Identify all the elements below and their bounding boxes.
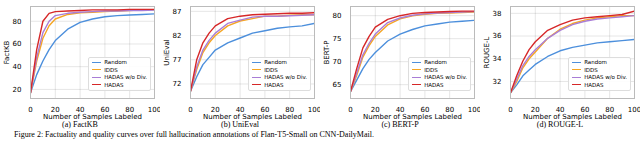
svg-text:80: 80	[445, 106, 455, 115]
svg-text:20: 20	[370, 106, 380, 115]
html-text:IDDS: IDDS	[104, 66, 118, 73]
html-text:IDDS: IDDS	[584, 66, 598, 73]
html-text:Random: Random	[104, 59, 127, 65]
html-text:Figure 2: Factuality and quali: Figure 2: Factuality and quality curves …	[14, 130, 374, 139]
svg-text:0: 0	[348, 106, 352, 114]
svg-text:80: 80	[333, 12, 342, 20]
svg-text:40: 40	[13, 63, 22, 71]
svg-text:100: 100	[628, 106, 640, 114]
svg-text:80: 80	[13, 18, 22, 26]
svg-text:40: 40	[75, 106, 85, 115]
html-text:(d) ROUGE-L: (d) ROUGE-L	[536, 120, 584, 129]
svg-text:Number of Samples Labeled: Number of Samples Labeled	[43, 113, 142, 121]
html-text:HADAS: HADAS	[264, 81, 284, 88]
svg-text:20: 20	[50, 106, 60, 115]
svg-text:77: 77	[173, 56, 182, 64]
html-text:HADAS: HADAS	[584, 81, 604, 88]
svg-text:20: 20	[210, 106, 220, 115]
svg-text:40: 40	[555, 106, 565, 115]
svg-text:32: 32	[493, 78, 502, 86]
svg-text:60: 60	[420, 106, 430, 115]
svg-text:34: 34	[493, 55, 502, 63]
svg-text:BERT-P: BERT-P	[323, 41, 331, 65]
svg-text:20: 20	[530, 106, 540, 115]
svg-text:65: 65	[333, 81, 342, 89]
html-text:HADAS w/o Div.: HADAS w/o Div.	[104, 74, 147, 80]
svg-text:100: 100	[148, 106, 160, 114]
svg-text:Number of Samples Labeled: Number of Samples Labeled	[523, 113, 622, 121]
html-text:IDDS: IDDS	[424, 66, 438, 73]
svg-text:0: 0	[508, 106, 512, 114]
svg-text:40: 40	[395, 106, 405, 115]
html-text:(a) FactKB: (a) FactKB	[62, 120, 98, 129]
svg-text:Number of Samples Labeled: Number of Samples Labeled	[203, 113, 302, 121]
html-text:(c) BERT-P: (c) BERT-P	[381, 120, 419, 129]
svg-text:80: 80	[605, 106, 615, 115]
svg-text:0: 0	[28, 106, 32, 114]
svg-text:60: 60	[100, 106, 110, 115]
svg-text:38: 38	[493, 10, 502, 18]
html-text:HADAS: HADAS	[104, 81, 124, 88]
html-text:HADAS w/o Div.: HADAS w/o Div.	[584, 74, 627, 80]
svg-text:80: 80	[125, 106, 135, 115]
svg-text:70: 70	[333, 58, 342, 66]
svg-text:75: 75	[333, 35, 342, 43]
svg-text:100: 100	[468, 106, 480, 114]
svg-text:36: 36	[493, 32, 502, 40]
svg-text:82: 82	[173, 32, 182, 40]
svg-text:87: 87	[173, 8, 182, 16]
svg-text:60: 60	[260, 106, 270, 115]
svg-text:UniEval: UniEval	[163, 39, 171, 65]
svg-text:ROUGE-L: ROUGE-L	[483, 37, 491, 69]
html-text:(b) UniEval: (b) UniEval	[221, 120, 259, 129]
svg-text:60: 60	[13, 40, 22, 48]
svg-text:60: 60	[580, 106, 590, 115]
html-text:Random: Random	[424, 59, 447, 65]
html-text:HADAS w/o Div.: HADAS w/o Div.	[424, 74, 467, 80]
svg-text:20: 20	[13, 86, 22, 94]
svg-text:Number of Samples Labeled: Number of Samples Labeled	[363, 113, 462, 121]
svg-text:0: 0	[188, 106, 192, 114]
svg-text:40: 40	[235, 106, 245, 115]
html-text:Random: Random	[584, 59, 607, 65]
svg-text:80: 80	[285, 106, 295, 115]
html-text:HADAS: HADAS	[424, 81, 444, 88]
html-text:Random: Random	[264, 59, 287, 65]
svg-text:FactKB: FactKB	[3, 40, 11, 64]
html-text:HADAS w/o Div.: HADAS w/o Div.	[264, 74, 307, 80]
html-text:IDDS: IDDS	[264, 66, 278, 73]
svg-text:72: 72	[173, 80, 182, 88]
svg-text:100: 100	[308, 106, 320, 114]
